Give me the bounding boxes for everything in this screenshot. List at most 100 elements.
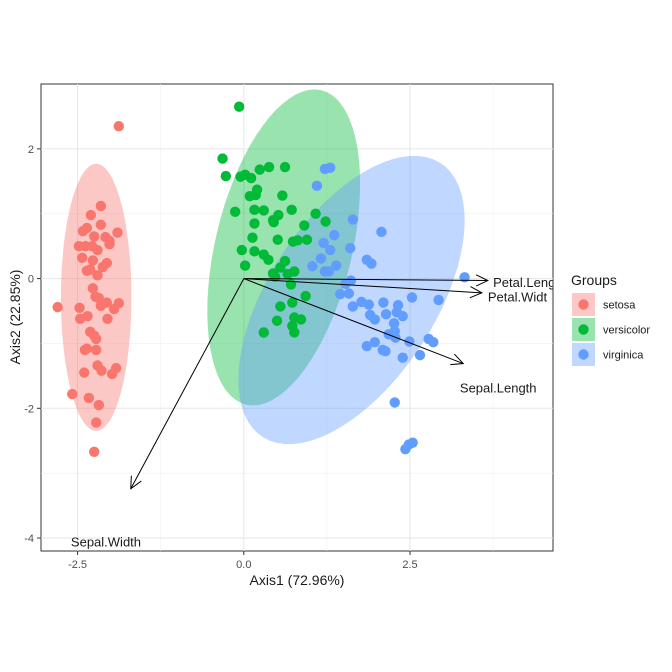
point-setosa <box>88 330 100 341</box>
point-setosa <box>90 344 102 356</box>
point-virginica <box>406 292 418 303</box>
point-virginica <box>428 336 439 348</box>
point-versicolor <box>286 204 297 216</box>
point-virginica <box>344 242 356 254</box>
point-setosa <box>79 344 91 356</box>
point-setosa <box>87 255 99 266</box>
legend-label-setosa: setosa <box>603 300 636 312</box>
point-setosa <box>102 313 113 324</box>
arrow-sepal-width <box>130 278 245 489</box>
point-virginica <box>378 297 389 308</box>
point-virginica <box>323 266 335 277</box>
point-virginica <box>414 349 426 361</box>
point-setosa <box>108 303 120 315</box>
point-setosa <box>95 300 107 312</box>
point-setosa <box>81 222 93 234</box>
point-setosa <box>85 209 97 221</box>
y-tick-label: -2 <box>24 403 34 415</box>
point-setosa <box>113 120 124 132</box>
point-virginica <box>380 346 391 357</box>
point-setosa <box>101 257 113 269</box>
point-versicolor <box>233 101 245 112</box>
point-virginica <box>315 253 327 264</box>
point-virginica <box>325 244 336 256</box>
point-versicolor <box>251 184 263 195</box>
point-virginica <box>343 288 355 299</box>
point-versicolor <box>249 246 260 257</box>
point-versicolor <box>275 301 286 312</box>
point-virginica <box>363 299 375 310</box>
arrow-petal-width <box>243 278 482 294</box>
point-virginica <box>361 340 373 352</box>
point-virginica <box>369 314 380 325</box>
arrow-label-sepal-width: Sepal.Width <box>71 534 141 549</box>
point-virginica <box>388 318 400 329</box>
y-tick-label: 0 <box>28 274 34 286</box>
point-setosa <box>79 367 90 378</box>
point-versicolor <box>268 216 279 228</box>
x-tick-label: 0.0 <box>236 559 251 571</box>
point-virginica <box>366 258 377 269</box>
point-setosa <box>95 200 107 212</box>
point-setosa <box>100 231 111 243</box>
point-versicolor <box>295 314 307 325</box>
point-versicolor <box>263 161 275 173</box>
point-versicolor <box>299 220 310 231</box>
legend-marker-setosa <box>578 299 589 310</box>
y-axis-title: Axis2 (22.85%) <box>7 270 23 365</box>
point-versicolor <box>271 315 283 326</box>
point-versicolor <box>300 290 311 302</box>
point-setosa <box>52 301 63 313</box>
arrow-label-petal-length: Petal.Leng <box>493 275 555 290</box>
point-setosa <box>95 219 107 230</box>
point-virginica <box>331 260 342 271</box>
point-versicolor <box>310 208 321 219</box>
arrow-label-petal-width: Petal.Widt <box>488 290 548 305</box>
point-virginica <box>397 311 408 322</box>
point-virginica <box>318 237 329 249</box>
arrow-petal-length <box>243 278 488 282</box>
point-versicolor <box>287 297 298 308</box>
legend-marker-versicolor <box>578 324 589 335</box>
point-setosa <box>90 291 101 302</box>
point-setosa <box>83 392 95 404</box>
point-versicolor <box>277 190 288 201</box>
point-virginica <box>380 309 392 320</box>
axis-ticks: -2.5 0.0 2.5 -4 -2 0 2 <box>24 144 417 571</box>
point-virginica <box>307 261 318 272</box>
point-virginica <box>335 288 346 300</box>
point-virginica <box>347 214 359 225</box>
point-setosa <box>93 399 105 411</box>
point-versicolor <box>254 164 265 175</box>
arrowhead-petal-width <box>469 286 484 299</box>
arrowhead-petal-length <box>475 274 489 287</box>
arrowhead-sepal-width <box>130 475 142 490</box>
point-versicolor <box>301 234 313 245</box>
point-virginica <box>400 443 411 455</box>
point-setosa <box>77 252 88 264</box>
point-versicolor <box>229 206 241 217</box>
point-versicolor <box>292 235 303 246</box>
point-virginica <box>369 336 380 348</box>
point-versicolor <box>258 205 269 216</box>
y-tick-label: -4 <box>24 533 34 545</box>
point-virginica <box>345 275 357 286</box>
point-setosa <box>110 362 122 374</box>
point-setosa <box>92 270 103 281</box>
point-virginica <box>319 163 331 175</box>
point-setosa <box>81 265 93 276</box>
point-versicolor <box>263 254 274 265</box>
legend: Groups setosa versicolor virginica <box>571 272 650 366</box>
point-setosa <box>87 283 99 294</box>
point-setosa <box>112 227 123 238</box>
point-versicolor <box>220 170 232 182</box>
point-virginica <box>459 272 470 283</box>
point-versicolor <box>289 266 300 277</box>
data-points <box>52 101 470 457</box>
x-axis-title: Axis1 (72.96%) <box>250 572 345 588</box>
point-setosa <box>96 365 107 376</box>
point-setosa <box>88 446 100 457</box>
point-virginica <box>392 299 404 311</box>
